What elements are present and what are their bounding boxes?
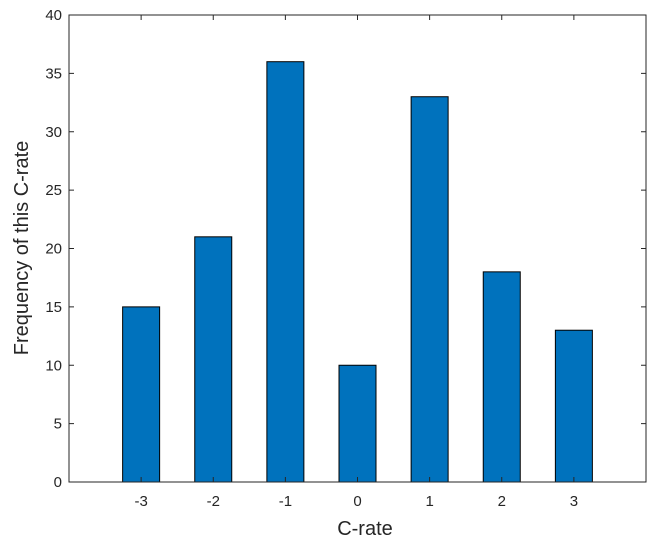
x-tick-label: -2 [207,493,220,510]
bar-3 [554,329,593,483]
bar-2 [482,271,521,483]
y-tick-label: 20 [45,241,62,258]
bar--1 [266,61,305,483]
y-tick-label: 10 [45,357,62,374]
x-tick-label: -1 [279,493,292,510]
x-tick-label: 2 [498,493,506,510]
x-tick-labels: -3 -2 -1 0 1 2 3 [134,493,578,510]
bar-1 [410,96,449,483]
bar-0 [338,364,377,483]
y-tick-label: 15 [45,299,62,316]
axes-group [68,14,647,483]
y-tick-label: 25 [45,182,62,199]
y-tick-label: 5 [54,416,62,433]
y-tick-label: 35 [45,65,62,82]
x-axis-label: C-rate [337,518,393,540]
y-tick-label: 30 [45,124,62,141]
y-tick-label: 0 [54,474,62,491]
y-axis-label: Frequency of this C-rate [11,141,33,356]
x-tick-label: 1 [425,493,433,510]
y-tick-labels: 0 5 10 15 20 25 30 35 40 [45,7,62,491]
x-tick-label: 0 [353,493,361,510]
bar--3 [122,306,161,483]
bar--2 [194,236,233,483]
x-tick-label: -3 [134,493,147,510]
bars-group [122,61,593,483]
y-tick-label: 40 [45,7,62,24]
x-tick-label: 3 [570,493,578,510]
